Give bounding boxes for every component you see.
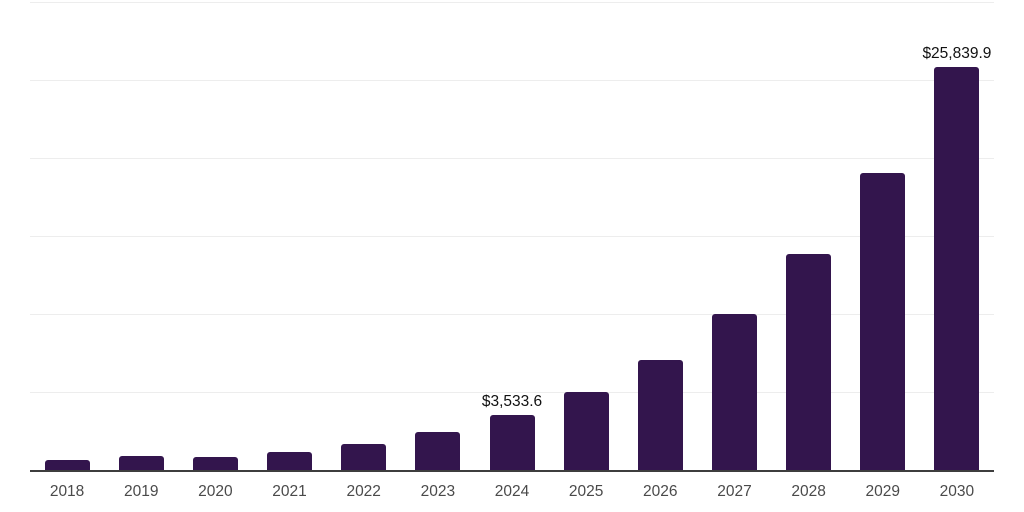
x-tick-label-2019: 2019	[123, 483, 159, 500]
x-tick-label-2021: 2021	[272, 483, 307, 500]
bar-2030	[934, 66, 980, 470]
x-tick-label-2030: 2030	[939, 483, 975, 500]
bar-2025	[563, 392, 609, 470]
bar-2026	[637, 359, 683, 470]
gridline	[30, 392, 994, 393]
x-tick-label-2024: 2024	[494, 483, 530, 500]
x-tick-label-2025: 2025	[568, 483, 604, 500]
x-tick-label-2026: 2026	[643, 483, 678, 500]
bar-2029	[860, 173, 906, 470]
bar-2020	[192, 457, 238, 470]
bar-value-label-2030: $25,839.9	[922, 44, 992, 62]
gridline	[30, 236, 994, 237]
bar-2028	[786, 254, 832, 470]
bar-2021	[267, 452, 313, 470]
x-tick-label-2029: 2029	[865, 483, 901, 500]
x-tick-label-2023: 2023	[420, 483, 456, 500]
x-tick-label-2020: 2020	[198, 483, 233, 500]
bar-2027	[711, 313, 757, 470]
x-tick-label-2027: 2027	[717, 483, 752, 500]
gridline	[30, 80, 994, 81]
x-axis-line	[30, 470, 994, 472]
x-tick-label-2028: 2028	[791, 483, 826, 500]
bar-2022	[341, 444, 387, 470]
bar-2018	[44, 460, 90, 470]
x-tick-label-2022: 2022	[346, 483, 381, 500]
bar-2019	[118, 456, 164, 470]
bar-2023	[415, 432, 461, 470]
gridline	[30, 314, 994, 315]
bar-2024	[489, 414, 535, 470]
x-tick-label-2018: 2018	[49, 483, 85, 500]
gridline	[30, 158, 994, 159]
gridline	[30, 2, 994, 3]
bar-value-label-2024: $3,533.6	[481, 392, 543, 410]
plot-area	[30, 0, 994, 472]
